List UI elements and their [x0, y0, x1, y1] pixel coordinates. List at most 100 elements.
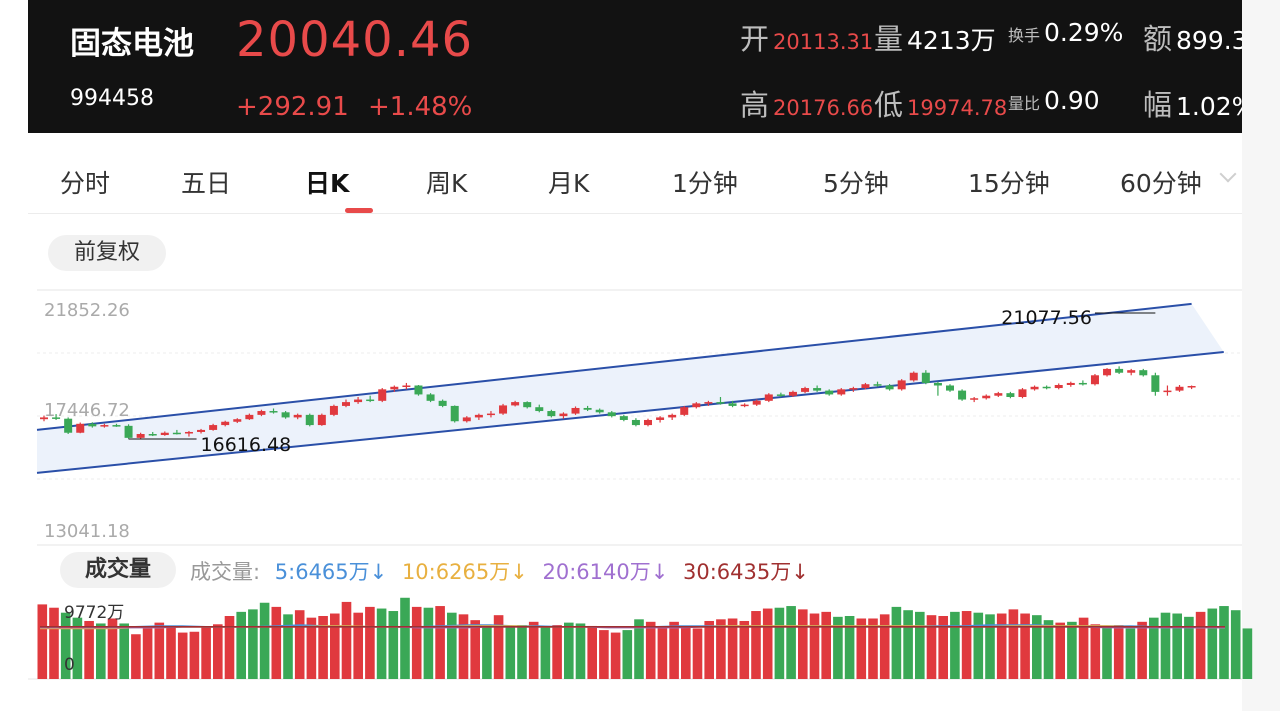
volume-bar [376, 608, 387, 679]
candle-body [764, 394, 773, 401]
candle-body [837, 389, 846, 395]
price-change: +292.91 [236, 92, 349, 122]
candle-body [1030, 386, 1039, 390]
candle [764, 393, 773, 403]
candle [1018, 388, 1027, 399]
candle-body [1187, 386, 1196, 388]
candle [716, 396, 725, 405]
candle-body [317, 414, 326, 426]
ma10-legend: 10:6265万↓ [401, 560, 528, 584]
volume-bar [447, 612, 457, 679]
candle-body [1163, 390, 1172, 393]
candle [474, 413, 483, 420]
candle [595, 408, 604, 414]
candle-body [631, 419, 640, 426]
candle-body [788, 391, 797, 396]
candlestick-series [40, 366, 1196, 439]
candle-body [76, 423, 85, 433]
volume-bar [774, 607, 785, 679]
tab-weekly-k[interactable]: 周K [426, 169, 468, 198]
candle [426, 393, 435, 403]
candle-body [293, 414, 302, 418]
volume-bar [844, 616, 855, 679]
tab-wuri[interactable]: 五日 [181, 169, 232, 198]
candle [607, 411, 616, 418]
volume-bar [1078, 617, 1089, 679]
candle-body [861, 384, 870, 389]
candle-body [221, 421, 230, 426]
candle-body [450, 405, 459, 422]
candle-body [1066, 382, 1075, 385]
candle-body [728, 403, 737, 406]
price-axis-label: 13041.18 [44, 521, 130, 542]
candle-body [958, 390, 967, 400]
candle-body [124, 425, 133, 438]
candle-body [1090, 375, 1099, 385]
volume-bar [856, 618, 867, 679]
volume-bar [482, 625, 492, 679]
tab-fenshi[interactable]: 分时 [60, 169, 111, 198]
candle-body [849, 388, 858, 390]
volume-bar [657, 626, 668, 679]
candle [499, 403, 508, 415]
volume-axis-zero: 0 [64, 655, 75, 675]
candle-body [414, 385, 423, 395]
volume-bar [119, 623, 129, 679]
candle-body [595, 409, 604, 413]
stat-volume: 量 4213万 [874, 22, 996, 56]
volume-bar [365, 606, 375, 679]
candle [438, 399, 447, 408]
candle [825, 389, 834, 396]
candle [788, 390, 797, 397]
volume-indicator-button[interactable]: 成交量 [60, 552, 176, 588]
candle-body [933, 382, 942, 386]
candle [76, 422, 85, 434]
candle-body [1151, 375, 1160, 392]
candle [523, 401, 532, 409]
left-margin [0, 0, 28, 711]
candle [704, 400, 713, 406]
volume-bar [950, 611, 960, 679]
price-channel [36, 302, 1224, 474]
volume-bar [564, 622, 574, 679]
volume-bar [681, 625, 691, 679]
tab-1min[interactable]: 1分钟 [672, 169, 738, 198]
volume-bar [1125, 628, 1136, 679]
volume-bar [224, 616, 235, 679]
volume-bar [833, 616, 843, 679]
candle [233, 418, 242, 424]
volume-bar [868, 618, 878, 679]
volume-bar [528, 621, 539, 679]
period-tabs: 分时 五日 日K 周K 月K 1分钟 5分钟 15分钟 60分钟 [28, 148, 1242, 214]
volume-bar [1242, 628, 1253, 679]
tab-daily-k[interactable]: 日K [305, 169, 350, 198]
candle-body [1175, 386, 1184, 391]
stat-amount: 额 899.3 [1143, 22, 1242, 56]
tab-monthly-k[interactable]: 月K [548, 169, 590, 198]
volume-bar [201, 627, 211, 679]
tab-5min[interactable]: 5分钟 [823, 169, 889, 198]
candle-body [1127, 370, 1136, 373]
stat-open: 开 20113.31 [740, 22, 874, 56]
volume-bar [341, 601, 352, 679]
candle [1103, 368, 1112, 377]
adjust-mode-button[interactable]: 前复权 [48, 235, 166, 271]
volume-bar [587, 625, 597, 679]
candle-body [1103, 368, 1112, 376]
tab-60min[interactable]: 60分钟 [1120, 169, 1202, 198]
candle [317, 413, 326, 426]
volume-bar [1219, 606, 1229, 679]
candle [402, 382, 411, 390]
volume-bar [1172, 613, 1182, 679]
price-annotations: 21077.56 16616.48 [128, 307, 1156, 456]
volume-bar [470, 620, 480, 679]
candle [366, 395, 375, 403]
tab-15min[interactable]: 15分钟 [968, 169, 1050, 198]
volume-bar [517, 625, 527, 679]
candle-body [668, 414, 677, 418]
candle-body [571, 407, 580, 414]
candle-body [100, 425, 109, 427]
candle-body [257, 411, 266, 415]
ma-legend-prefix: 成交量: [190, 560, 261, 584]
volume-bar [926, 615, 937, 679]
